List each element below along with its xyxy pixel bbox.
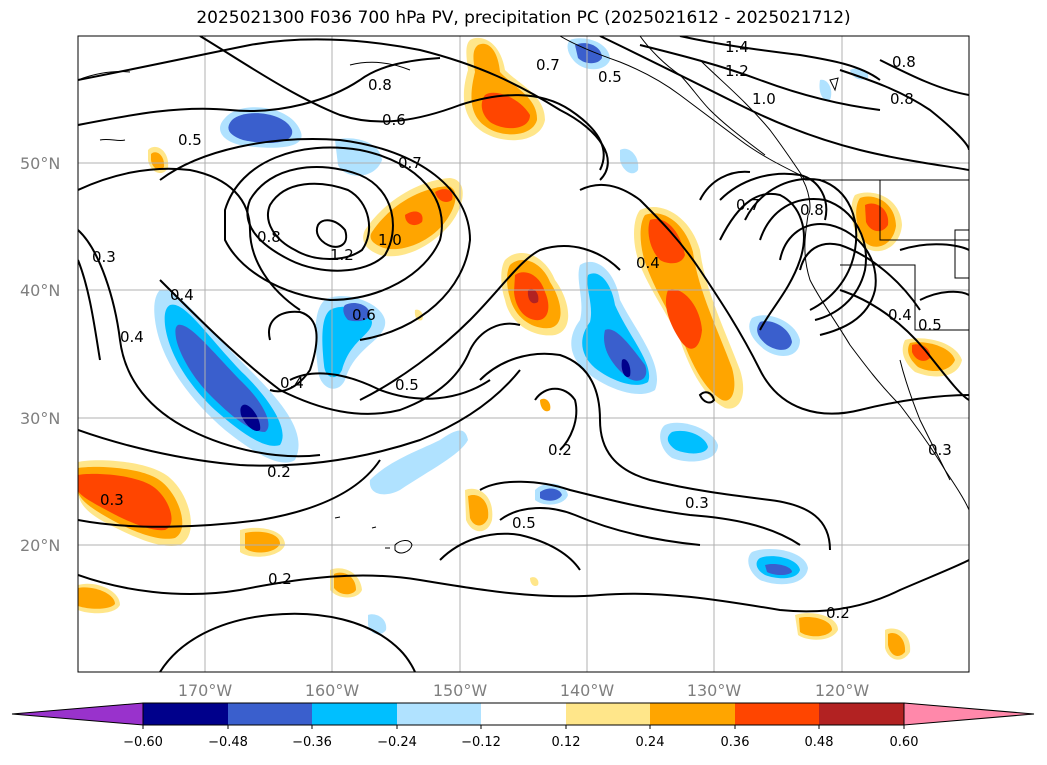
contour-1.4 <box>679 36 881 81</box>
contour-0.5-north <box>78 38 609 181</box>
colorbar-extend-max <box>903 702 1035 726</box>
contour-label: 0.8 <box>257 228 281 246</box>
contour-label: 0.7 <box>736 196 760 214</box>
lat-label: 50°N <box>20 154 60 173</box>
contour-label: 0.4 <box>120 328 144 346</box>
map-frame <box>77 35 970 673</box>
contour-label: 0.3 <box>685 494 709 512</box>
colorbar-segment <box>735 703 819 725</box>
lon-label: 160°W <box>305 681 360 700</box>
lon-label: 170°W <box>178 681 233 700</box>
contour-label: 0.3 <box>928 441 952 459</box>
contour-0.5-mid <box>359 245 621 401</box>
colorbar-tick-label: −0.48 <box>208 735 248 750</box>
contour-label: 0.4 <box>888 306 912 324</box>
contour-0.2-south <box>78 559 969 613</box>
colorbar-tick-label: 0.48 <box>805 735 834 750</box>
contour-labels: 0.5 0.8 0.6 0.7 0.7 0.5 1.4 1.2 1.0 0.8 … <box>92 38 952 622</box>
contour-label: 0.3 <box>92 248 116 266</box>
contour-label: 0.5 <box>918 316 942 334</box>
contour-label: 0.5 <box>598 68 622 86</box>
hawaii-islands <box>394 540 413 554</box>
colorbar-tick-label: −0.60 <box>123 735 163 750</box>
colorbar-extend-min <box>11 702 144 726</box>
contour-label: 0.5 <box>395 376 419 394</box>
gridlines <box>78 36 969 672</box>
contour-label: 1.2 <box>725 62 749 80</box>
colorbar-tick-label: 0.12 <box>552 735 581 750</box>
contour-label: 0.8 <box>890 90 914 108</box>
contour-label: 0.3 <box>100 491 124 509</box>
contour-label: 0.5 <box>512 514 536 532</box>
colorbar-tick-label: −0.12 <box>461 735 501 750</box>
colorbar-tick-label: 0.36 <box>721 735 750 750</box>
contour-label: 0.2 <box>268 570 292 588</box>
lon-label: 150°W <box>433 681 488 700</box>
contour-label: 0.7 <box>536 56 560 74</box>
lon-label: 140°W <box>560 681 615 700</box>
contour-label: 0.2 <box>548 441 572 459</box>
contour-label: 0.6 <box>382 111 406 129</box>
colorbar-segment <box>312 703 397 725</box>
colorbar-segment <box>650 703 735 725</box>
contour-label: 0.2 <box>826 604 850 622</box>
contour-0.4-west <box>78 229 321 458</box>
contour-1.2-closed <box>246 166 394 272</box>
colorbar-segment <box>566 703 650 725</box>
contour-label: 0.4 <box>280 374 304 392</box>
lat-label: 30°N <box>20 409 60 428</box>
contour-label: 0.4 <box>170 286 194 304</box>
precip-shading <box>78 37 962 660</box>
contour-label: 1.4 <box>725 38 749 56</box>
contour-label: 0.2 <box>267 463 291 481</box>
lat-label: 20°N <box>20 536 60 555</box>
colorbar-tick-label: −0.24 <box>377 735 417 750</box>
colorbar-tick-label: 0.60 <box>890 735 919 750</box>
colorbar-tick-label: 0.24 <box>636 735 665 750</box>
colorbar: −0.60 −0.48 −0.36 −0.24 −0.12 0.12 0.24 … <box>11 702 1035 750</box>
contour-label: 0.8 <box>368 76 392 94</box>
map-content: 0.5 0.8 0.6 0.7 0.7 0.5 1.4 1.2 1.0 0.8 … <box>78 36 969 672</box>
contour-label: 1.0 <box>378 231 402 249</box>
lon-label: 120°W <box>815 681 870 700</box>
contour-label: 0.8 <box>892 53 916 71</box>
colorbar-segment <box>228 703 312 725</box>
contour-label: 1.2 <box>330 246 354 264</box>
lon-label: 130°W <box>687 681 742 700</box>
colorbar-segment <box>819 703 904 725</box>
pv-contours <box>78 36 969 672</box>
contour-0.7-coast <box>744 178 858 311</box>
colorbar-segment <box>143 703 228 725</box>
lat-label: 40°N <box>20 281 60 300</box>
latitude-labels: 50°N 40°N 30°N 20°N <box>20 154 60 555</box>
longitude-labels: 170°W 160°W 150°W 140°W 130°W 120°W <box>178 681 870 700</box>
contour-label: 0.5 <box>178 131 202 149</box>
contour-label: 0.4 <box>636 254 660 272</box>
contour-label: 0.8 <box>800 201 824 219</box>
colorbar-segment <box>481 703 566 725</box>
contour-label: 1.0 <box>752 90 776 108</box>
map-title: 2025021300 F036 700 hPa PV, precipitatio… <box>196 8 851 28</box>
contour-label: 0.7 <box>398 154 422 172</box>
contour-label: 0.6 <box>352 306 376 324</box>
colorbar-tick-label: −0.36 <box>292 735 332 750</box>
colorbar-segment <box>397 703 481 725</box>
contour-0.4-center <box>479 480 801 546</box>
